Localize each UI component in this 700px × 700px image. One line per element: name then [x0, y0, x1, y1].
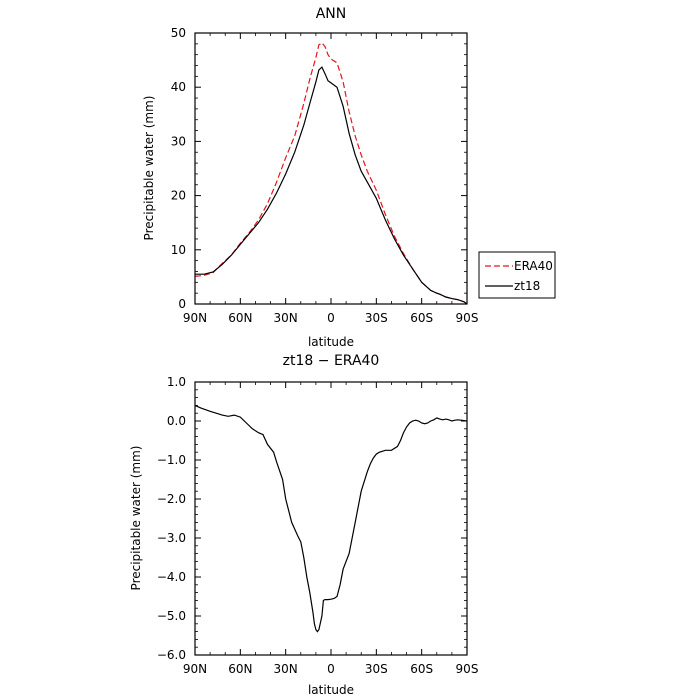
x-axis-title: latitude [308, 335, 354, 349]
y-tick-label: 20 [171, 189, 186, 203]
y-tick-label: 40 [171, 80, 186, 94]
series-group [194, 404, 468, 633]
panel-difference: zt18 − ERA40 90N 60N 30N 0 30S 60S 90S 1.0 0.0 −1… [129, 353, 478, 697]
y-tick-label: 1.0 [167, 375, 186, 389]
x-tick-label: 30N [274, 662, 298, 676]
y-tick-label: 0.0 [167, 414, 186, 428]
x-tick-label: 90S [456, 311, 479, 325]
x-tick-label: 30N [274, 311, 298, 325]
x-tick-label: 60N [228, 662, 252, 676]
x-tick-label: 0 [327, 311, 335, 325]
y-tick-label: −3.0 [157, 531, 186, 545]
y-tick-label: −4.0 [157, 570, 186, 584]
y-tick-label: 10 [171, 243, 186, 257]
x-tick-label: 60N [228, 311, 252, 325]
y-tick-label: 0 [178, 297, 186, 311]
x-tick-label: 90N [183, 311, 207, 325]
x-tick-label: 60S [410, 662, 433, 676]
y-tick-label: −6.0 [157, 648, 186, 662]
legend-label-zt18: zt18 [514, 279, 540, 293]
x-axis-title: latitude [308, 683, 354, 697]
axis-ticks: 90N 60N 30N 0 30S 60S 90S 1.0 0.0 −1.0 −2.0 −3.0 −4.… [157, 375, 479, 676]
legend: ERA40 zt18 [478, 251, 556, 299]
y-tick-label: 30 [171, 134, 186, 148]
panel-annual-mean: ANN 90N 60N 30N 0 30S 60S 90S 0 10 20 30 40 50 latit… [142, 6, 556, 349]
legend-label-era40: ERA40 [514, 259, 553, 273]
chart-title: ANN [316, 6, 347, 22]
axis-ticks: 90N 60N 30N 0 30S 60S 90S 0 10 20 30 40 50 [171, 26, 479, 325]
y-axis-title: Precipitable water (mm) [129, 446, 143, 591]
plot-frame [194, 32, 468, 305]
y-tick-label: −2.0 [157, 492, 186, 506]
series-line-zt18 [195, 66, 468, 305]
y-tick-label: 50 [171, 26, 186, 40]
y-tick-label: −5.0 [157, 609, 186, 623]
x-tick-label: 30S [365, 662, 388, 676]
chart-title: zt18 − ERA40 [283, 353, 380, 369]
x-tick-label: 90S [456, 662, 479, 676]
series-group [194, 41, 468, 305]
x-tick-label: 90N [183, 662, 207, 676]
series-line-difference [194, 404, 468, 633]
legend-box [478, 251, 556, 299]
y-axis-title: Precipitable water (mm) [142, 96, 156, 241]
x-tick-label: 30S [365, 311, 388, 325]
y-tick-label: −1.0 [157, 453, 186, 467]
series-line-era40 [194, 41, 468, 305]
x-tick-label: 60S [410, 311, 433, 325]
x-tick-label: 0 [327, 662, 335, 676]
